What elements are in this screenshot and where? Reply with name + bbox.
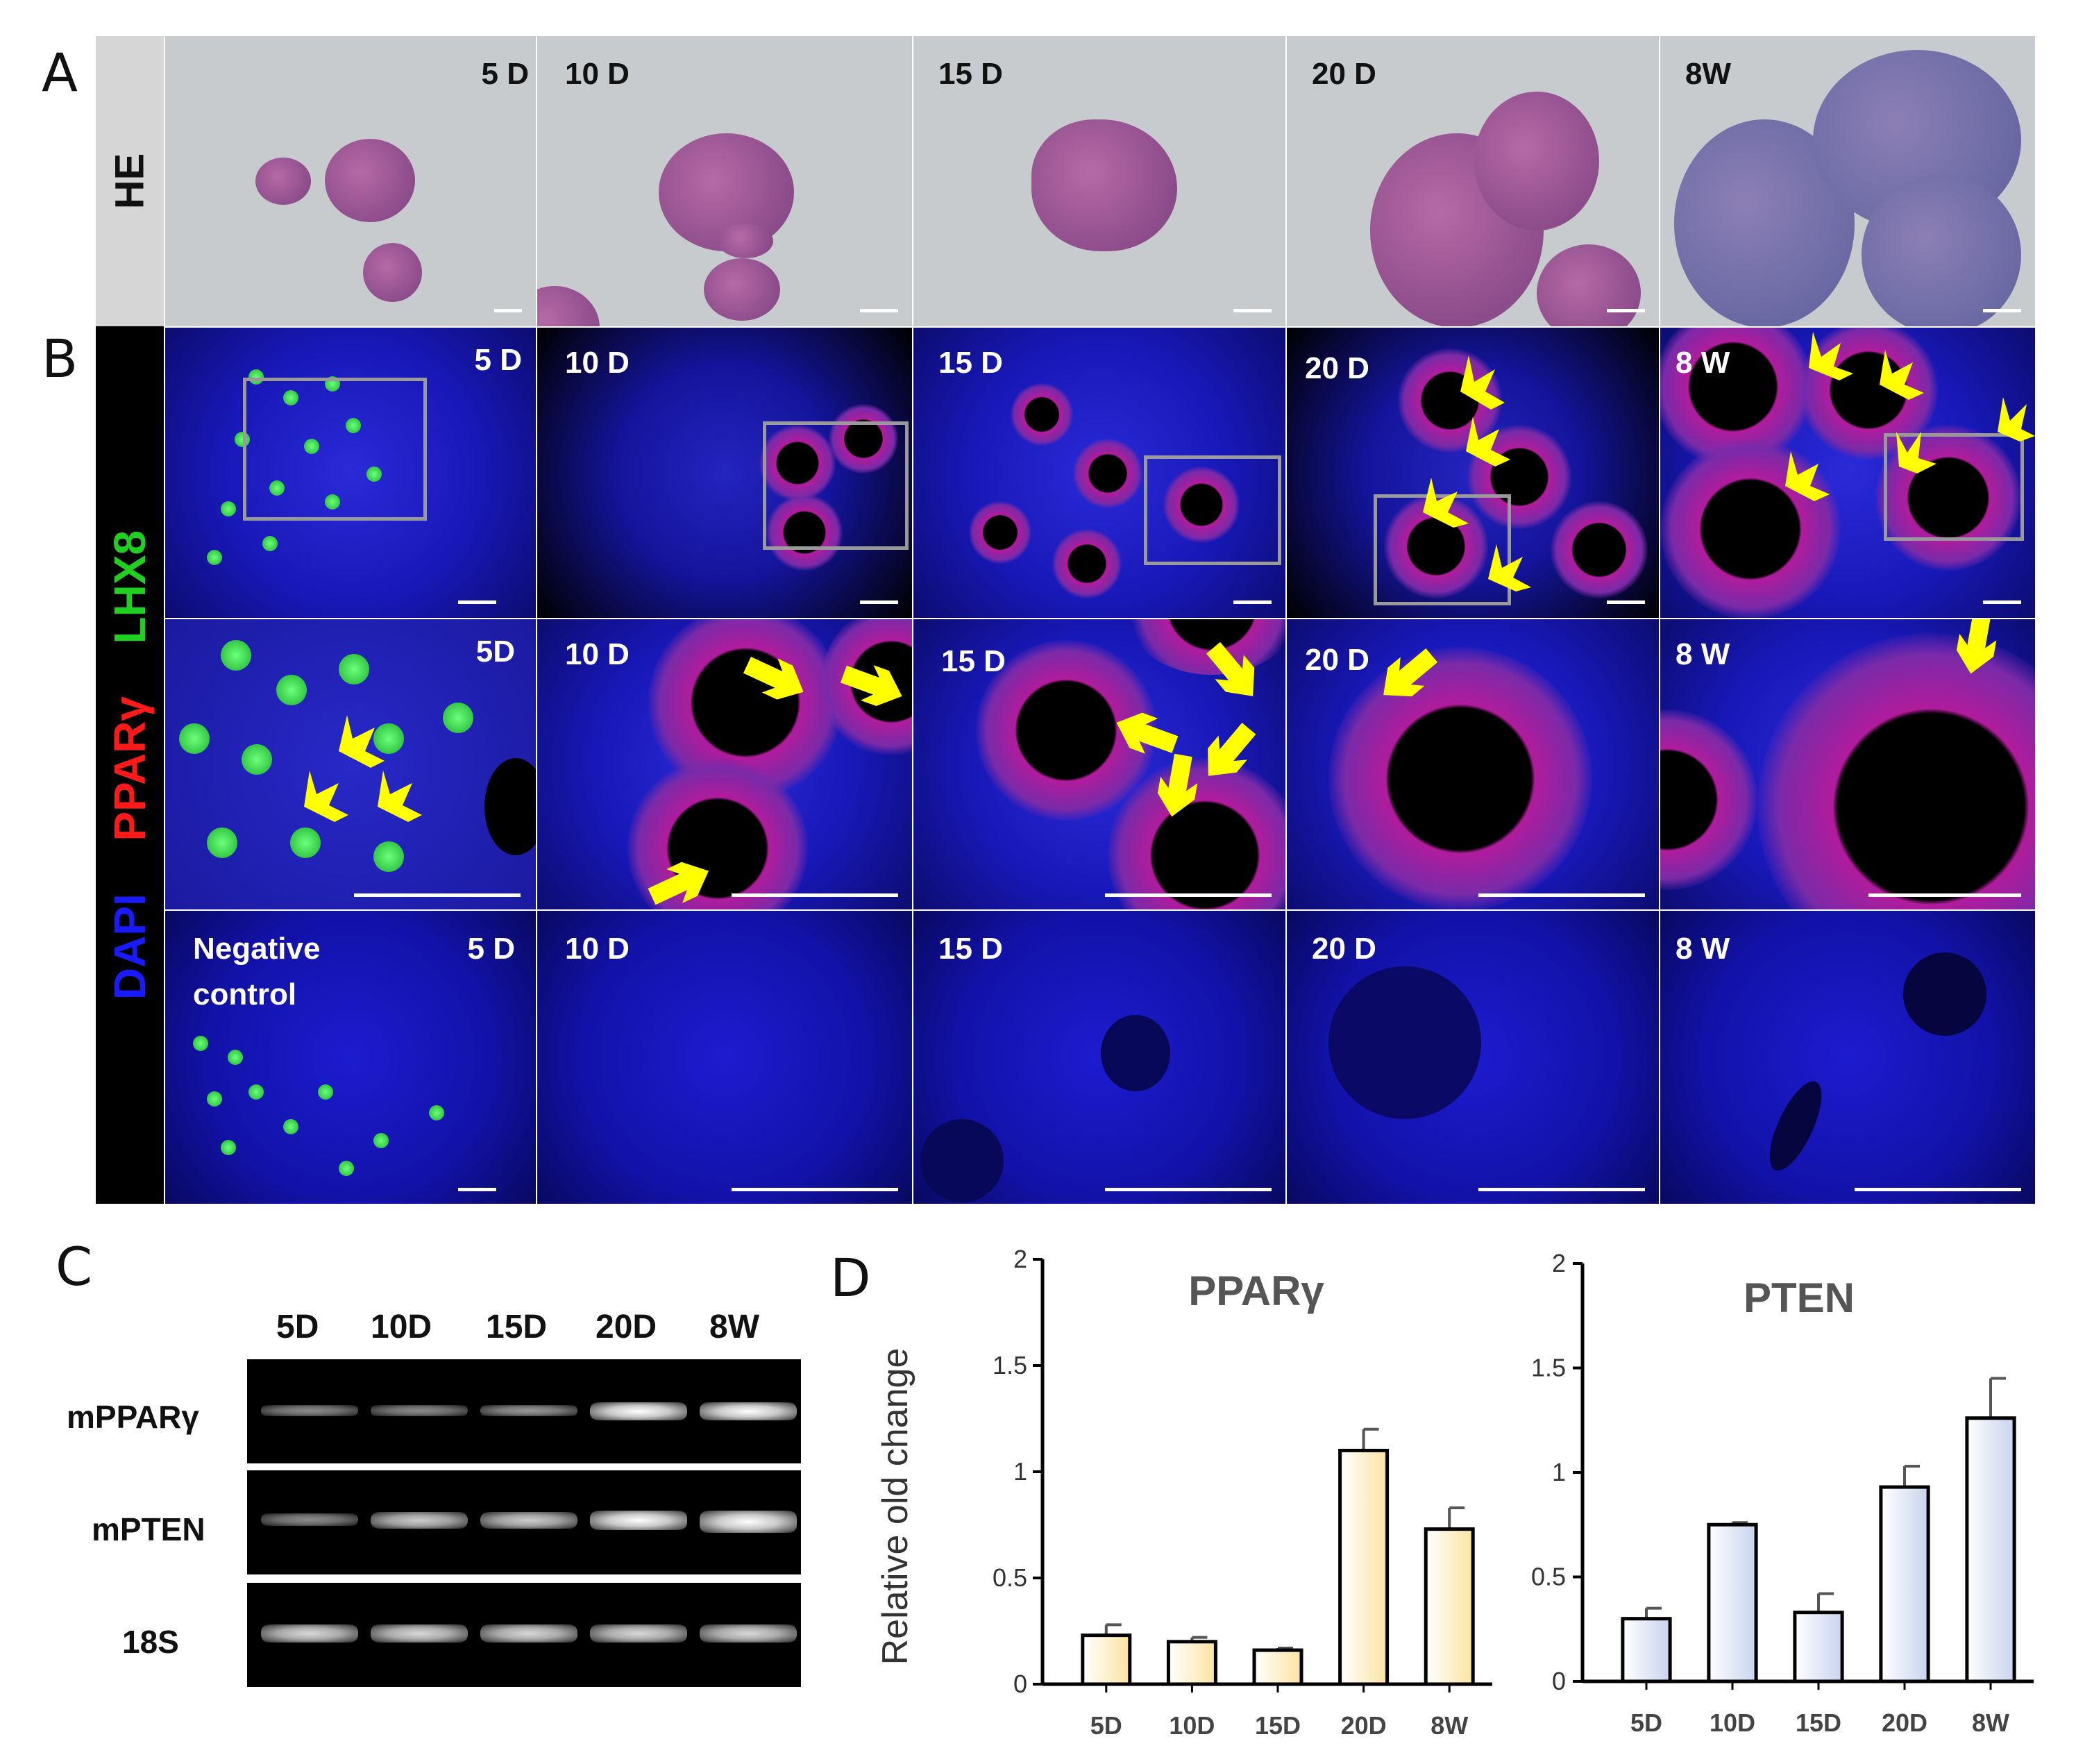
y-tick-label: 1.5 bbox=[993, 1351, 1027, 1379]
if-image-row3-5d: Negative control 5 D bbox=[165, 911, 536, 1204]
gel-lane-label: 20D bbox=[596, 1309, 657, 1345]
he-image-5d: 5 D bbox=[165, 36, 536, 326]
he-image-20d: 20 D bbox=[1287, 36, 1659, 326]
if-timepoint-label: 15 D bbox=[941, 644, 1006, 678]
if-image-row2-10d: 10 D bbox=[537, 619, 912, 909]
y-tick-label: 1.5 bbox=[1531, 1354, 1566, 1382]
panel-label-c: C bbox=[56, 1236, 93, 1297]
chart-y-axis-label: Relative old change bbox=[875, 1347, 915, 1665]
if-image-row2-20d: 20 D bbox=[1287, 619, 1659, 909]
if-image-row3-20d: 20 D bbox=[1287, 911, 1659, 1204]
he-image-8w: 8W bbox=[1660, 36, 2035, 326]
x-tick-label: 20D bbox=[1341, 1711, 1387, 1740]
y-tick-label: 1 bbox=[1013, 1457, 1027, 1486]
he-timepoint-label: 5 D bbox=[481, 57, 529, 91]
negative-control-label: control bbox=[193, 977, 297, 1011]
if-timepoint-label: 10 D bbox=[565, 932, 630, 966]
x-tick-label: 15D bbox=[1255, 1711, 1301, 1740]
y-tick-label: 0.5 bbox=[993, 1563, 1027, 1592]
pparg-bar-chart: PPARγ 0 0.5 1 1.5 2 5D 10D 15D 20D 8W bbox=[993, 1245, 1492, 1740]
bar bbox=[1879, 1485, 1930, 1683]
x-tick-label: 10D bbox=[1169, 1711, 1215, 1740]
if-timepoint-label: 20 D bbox=[1305, 643, 1369, 677]
if-image-row2-5d: 5D bbox=[165, 619, 536, 909]
he-image-15d: 15 D bbox=[913, 36, 1285, 326]
bar bbox=[1252, 1648, 1303, 1686]
he-timepoint-label: 8W bbox=[1685, 57, 1731, 91]
x-tick-label: 5D bbox=[1090, 1711, 1122, 1740]
pten-bar-chart: PTEN 0 0.5 1 1.5 2 5D 10D 15D 20D 8W bbox=[1531, 1249, 2034, 1737]
bar bbox=[1338, 1448, 1390, 1686]
x-tick-label: 5D bbox=[1630, 1708, 1662, 1737]
ppar-label: PPARγ bbox=[105, 696, 155, 841]
he-row-label: HE bbox=[96, 36, 164, 326]
if-image-row3-8w: 8 W bbox=[1660, 911, 2035, 1204]
if-timepoint-label: 8 W bbox=[1676, 637, 1730, 671]
gel-gene-label: mPTEN bbox=[92, 1511, 205, 1547]
y-tick-label: 2 bbox=[1552, 1249, 1566, 1277]
gel-gene-label: mPPARγ bbox=[67, 1399, 199, 1435]
if-image-row1-20d: 20 D bbox=[1287, 328, 1659, 618]
he-timepoint-label: 20 D bbox=[1312, 57, 1376, 91]
y-tick-label: 0.5 bbox=[1531, 1563, 1566, 1591]
x-tick-label: 8W bbox=[1431, 1711, 1468, 1740]
chart-title: PPARγ bbox=[1188, 1268, 1324, 1314]
he-timepoint-label: 15 D bbox=[938, 57, 1003, 91]
if-timepoint-label: 10 D bbox=[565, 637, 630, 671]
if-image-row1-10d: 10 D bbox=[537, 328, 912, 618]
negative-control-label: Negative bbox=[193, 932, 321, 966]
he-image-10d: 10 D bbox=[537, 36, 912, 326]
if-timepoint-label: 15 D bbox=[938, 346, 1003, 380]
y-tick-label: 0 bbox=[1552, 1667, 1566, 1695]
if-image-row2-15d: 15 D bbox=[913, 619, 1285, 909]
if-timepoint-label: 5 D bbox=[467, 932, 515, 966]
if-timepoint-label: 15 D bbox=[938, 932, 1003, 966]
gel-lane-label: 5D bbox=[276, 1309, 319, 1345]
panel-label-d: D bbox=[830, 1247, 871, 1309]
gel-gene-label: 18S bbox=[122, 1624, 179, 1660]
panel-label-b: B bbox=[42, 328, 78, 389]
bar bbox=[1965, 1416, 2016, 1683]
y-tick-label: 0 bbox=[1013, 1670, 1027, 1698]
y-tick-label: 1 bbox=[1552, 1458, 1566, 1486]
if-image-row3-10d: 10 D bbox=[537, 911, 912, 1204]
y-tick-label: 2 bbox=[1013, 1245, 1027, 1273]
panel-label-a: A bbox=[42, 42, 78, 103]
stain-legend: DAPI PPARγ LHX8 bbox=[96, 326, 164, 1204]
bar bbox=[1793, 1611, 1844, 1683]
dapi-label: DAPI bbox=[105, 893, 155, 1000]
if-timepoint-label: 5 D bbox=[474, 343, 522, 377]
if-image-row2-8w: 8 W bbox=[1660, 619, 2035, 909]
gel-pten bbox=[247, 1470, 801, 1574]
bar bbox=[1166, 1640, 1217, 1686]
if-timepoint-label: 10 D bbox=[565, 346, 630, 380]
bar bbox=[1081, 1633, 1132, 1686]
bar bbox=[1424, 1527, 1475, 1686]
if-timepoint-label: 8 W bbox=[1676, 346, 1730, 380]
if-timepoint-label: 20 D bbox=[1305, 351, 1369, 385]
lhx8-label: LHX8 bbox=[105, 530, 155, 644]
he-label-text: HE bbox=[107, 153, 153, 210]
x-tick-label: 8W bbox=[1972, 1708, 2009, 1737]
x-tick-label: 15D bbox=[1796, 1708, 1841, 1737]
if-image-row1-5d: 5 D bbox=[165, 328, 536, 618]
if-image-row1-8w: 8 W bbox=[1660, 328, 2035, 618]
x-tick-label: 20D bbox=[1882, 1708, 1927, 1737]
gel-lane-label: 15D bbox=[486, 1309, 548, 1345]
bar bbox=[1621, 1617, 1672, 1683]
gel-lane-label: 10D bbox=[371, 1309, 432, 1345]
if-image-row3-15d: 15 D bbox=[913, 911, 1285, 1204]
bar bbox=[1707, 1522, 1758, 1683]
if-timepoint-label: 8 W bbox=[1676, 932, 1730, 966]
gel-pparg bbox=[247, 1359, 801, 1463]
if-image-row1-15d: 15 D bbox=[913, 328, 1285, 618]
x-tick-label: 10D bbox=[1710, 1708, 1755, 1737]
if-timepoint-label: 20 D bbox=[1312, 932, 1376, 966]
gel-18s bbox=[247, 1583, 801, 1687]
chart-title: PTEN bbox=[1744, 1275, 1855, 1321]
if-timepoint-label: 5D bbox=[475, 635, 515, 669]
gel-lane-label: 8W bbox=[709, 1309, 759, 1345]
he-timepoint-label: 10 D bbox=[565, 57, 630, 91]
